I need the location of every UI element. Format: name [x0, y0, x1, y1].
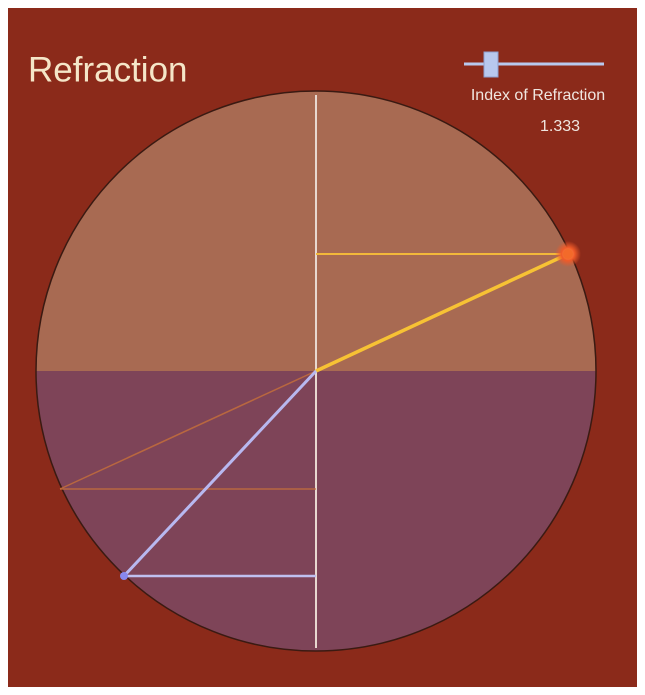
slider-thumb[interactable]: [484, 52, 498, 77]
title: Refraction: [28, 50, 188, 89]
simulation: Refraction Index of Refraction 1.333: [0, 0, 645, 695]
slider-value: 1.333: [540, 118, 580, 135]
refracted-point: [120, 572, 128, 580]
slider-label: Index of Refraction: [471, 87, 605, 104]
page: Refraction Index of Refraction 1.333 (()…: [0, 0, 645, 695]
light-source-dot: [563, 249, 573, 259]
